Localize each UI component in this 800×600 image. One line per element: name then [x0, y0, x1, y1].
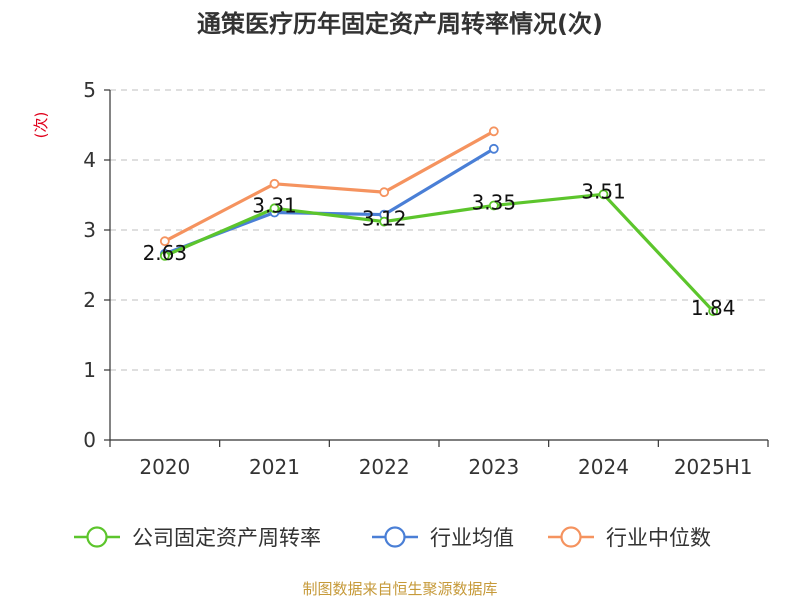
source-note: 制图数据来自恒生聚源数据库 [302, 580, 498, 598]
legend: 公司固定资产周转率 行业均值 行业中位数 [74, 526, 711, 550]
data-point [379, 187, 390, 198]
x-tick-label: 2025H1 [674, 455, 753, 479]
grid-lines [110, 89, 768, 371]
legend-marker [384, 526, 406, 548]
y-axis-label: (次) [32, 112, 50, 139]
legend-label: 行业中位数 [606, 526, 711, 550]
data-point [488, 200, 499, 211]
axes: 0 1 2 3 4 5 2020 2021 2022 2023 2024 2025H1 (次) [32, 78, 769, 479]
data-labels: 2.63 3.31 3.12 3.35 3.51 1.84 [143, 179, 736, 320]
data-point [488, 143, 499, 154]
legend-marker [86, 526, 108, 548]
y-tick-label: 4 [83, 148, 96, 172]
data-label: 1.84 [691, 296, 736, 320]
data-point [269, 178, 280, 189]
legend-label: 行业均值 [430, 526, 514, 550]
data-point [379, 216, 390, 227]
x-tick-label: 2024 [578, 455, 629, 479]
legend-marker [560, 526, 582, 548]
data-label: 3.35 [472, 191, 517, 215]
y-tick-label: 0 [83, 428, 96, 452]
data-point [159, 250, 170, 261]
legend-label: 公司固定资产周转率 [132, 526, 321, 550]
x-tick-label: 2020 [139, 455, 190, 479]
data-label: 3.51 [581, 179, 626, 203]
data-label: 2.63 [143, 241, 188, 265]
data-point [488, 126, 499, 137]
data-point [159, 236, 170, 247]
x-tick-label: 2023 [468, 455, 519, 479]
series-line [164, 147, 495, 256]
series-lines [159, 126, 719, 317]
data-label: 3.12 [362, 207, 407, 231]
x-tick-label: 2022 [359, 455, 410, 479]
data-label: 3.31 [252, 193, 297, 217]
data-point [269, 203, 280, 214]
y-tick-label: 5 [83, 78, 96, 102]
series-line [164, 192, 715, 313]
x-tick-label: 2021 [249, 455, 300, 479]
y-tick-label: 1 [83, 358, 96, 382]
data-point [598, 189, 609, 200]
data-point [708, 306, 719, 317]
chart-title: 通策医疗历年固定资产周转率情况(次) [197, 10, 603, 38]
series-line [164, 129, 495, 243]
y-tick-label: 2 [83, 288, 96, 312]
y-tick-label: 3 [83, 218, 96, 242]
